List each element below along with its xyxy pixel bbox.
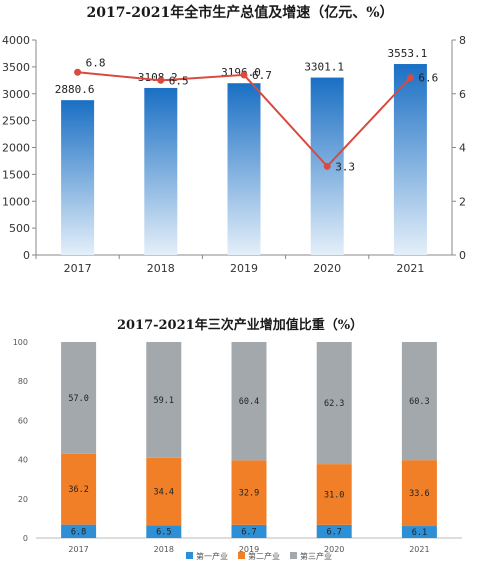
segment-value-label: 6.8 <box>71 527 86 537</box>
growth-point <box>406 74 414 82</box>
y-tick-label: 40 <box>18 456 28 465</box>
legend-label: 第三产业 <box>300 551 332 561</box>
growth-value-label: 6.6 <box>418 72 438 85</box>
stack-segment <box>401 526 437 538</box>
stack-segment <box>231 524 267 538</box>
segment-value-label: 59.1 <box>154 396 174 406</box>
segment-value-label: 6.7 <box>327 527 342 537</box>
stack-segment <box>146 457 182 526</box>
x-tick-label: 2020 <box>313 262 341 275</box>
segment-value-label: 60.3 <box>409 397 429 407</box>
stack-segment <box>61 453 97 525</box>
segment-value-label: 62.3 <box>324 399 344 409</box>
bar <box>144 87 178 255</box>
x-tick-label: 2018 <box>147 262 175 275</box>
left-tick-label: 1500 <box>2 168 30 181</box>
segment-value-label: 6.5 <box>156 528 171 538</box>
segment-value-label: 31.0 <box>324 490 344 500</box>
stack-segment <box>146 342 182 458</box>
x-tick-label: 2019 <box>230 262 258 275</box>
bar-value-label: 2880.6 <box>55 83 95 96</box>
bar-value-label: 3301.1 <box>304 61 344 74</box>
bar <box>393 64 427 255</box>
left-tick-label: 3500 <box>2 61 30 74</box>
segment-value-label: 34.4 <box>154 488 174 498</box>
y-tick-label: 0 <box>23 534 28 543</box>
gdp-chart: 0 500 1000 1500 2000 2500 3000 3500 4000 0 2 4 6 8 201… <box>2 34 466 275</box>
x-tick-label: 2020 <box>324 545 344 554</box>
y-tick-label: 60 <box>18 416 28 425</box>
chart1-title: 2017-2021年全市生产总值及增速（亿元、%） <box>86 5 394 21</box>
legend-swatch <box>238 552 245 559</box>
right-tick-label: 2 <box>459 195 466 208</box>
y-tick-label: 80 <box>18 377 28 386</box>
left-tick-label: 500 <box>9 222 30 235</box>
growth-value-label: 3.3 <box>335 160 355 173</box>
right-tick-label: 0 <box>459 249 466 262</box>
bar <box>61 100 95 255</box>
legend-label: 第一产业 <box>196 551 228 561</box>
stack-segment <box>316 342 352 465</box>
bar <box>227 83 261 255</box>
chart2-title: 2017-2021年三次产业增加值比重（%） <box>116 318 364 333</box>
x-tick-label: 2018 <box>154 545 174 554</box>
y-tick-label: 20 <box>18 495 28 504</box>
stack-segment <box>146 525 182 538</box>
stack-segment <box>231 342 267 461</box>
x-tick-label: 2019 <box>239 545 259 554</box>
segment-value-label: 6.1 <box>412 528 427 538</box>
x-tick-label: 2017 <box>64 262 92 275</box>
growth-point <box>157 76 165 84</box>
segment-value-label: 32.9 <box>239 489 259 499</box>
growth-value-label: 6.8 <box>86 56 106 69</box>
growth-point <box>240 71 248 79</box>
x-tick-label: 2021 <box>409 545 429 554</box>
growth-point <box>74 68 82 76</box>
stack-segment <box>316 524 352 538</box>
right-tick-label: 6 <box>459 88 466 101</box>
left-tick-label: 2000 <box>2 142 30 155</box>
legend-label: 第二产业 <box>248 551 280 561</box>
legend-swatch <box>186 552 193 559</box>
y-tick-label: 100 <box>13 338 28 347</box>
x-tick-label: 2017 <box>68 545 88 554</box>
growth-value-label: 6.5 <box>169 74 189 87</box>
segment-value-label: 57.0 <box>68 394 88 404</box>
stack-segment <box>231 460 267 525</box>
stack-segment <box>401 342 437 461</box>
bar-value-label: 3553.1 <box>388 47 428 60</box>
legend-swatch <box>290 552 297 559</box>
right-tick-label: 8 <box>459 34 466 47</box>
segment-value-label: 33.6 <box>409 489 429 499</box>
left-tick-label: 3000 <box>2 88 30 101</box>
left-tick-label: 2500 <box>2 115 30 128</box>
stack-segment <box>61 342 97 454</box>
left-tick-label: 1000 <box>2 195 30 208</box>
left-tick-label: 0 <box>23 249 30 262</box>
stack-segment <box>316 464 352 525</box>
left-tick-label: 4000 <box>2 34 30 47</box>
stack-segment <box>401 460 437 527</box>
right-tick-label: 4 <box>459 142 466 155</box>
growth-point <box>323 162 331 170</box>
segment-value-label: 36.2 <box>68 485 88 495</box>
x-tick-label: 2021 <box>396 262 424 275</box>
segment-value-label: 6.7 <box>241 527 256 537</box>
segment-value-label: 60.4 <box>239 397 259 407</box>
growth-value-label: 6.7 <box>252 69 272 82</box>
stack-segment <box>61 524 97 538</box>
